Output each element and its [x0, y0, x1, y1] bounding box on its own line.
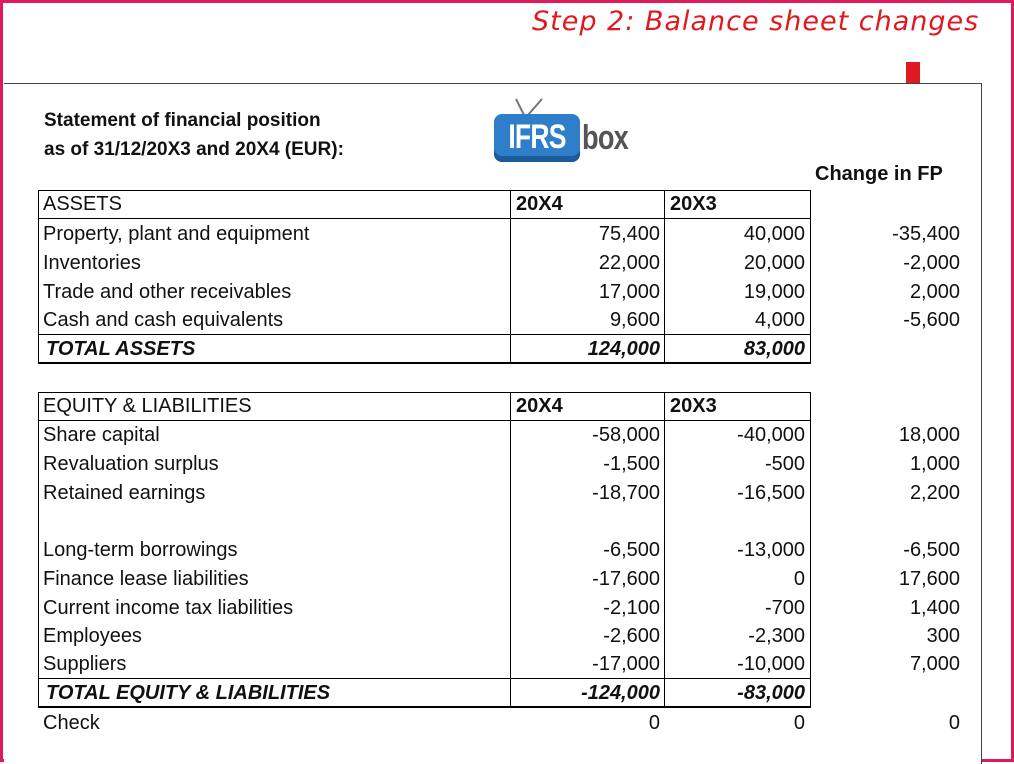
row-label: Retained earnings — [43, 482, 206, 504]
assets-col-20x4: 20X4 — [516, 193, 563, 215]
value-20x3: 40,000 — [743, 223, 805, 245]
value-change: -2,000 — [903, 252, 960, 274]
statement-title-line-1: Statement of financial position — [44, 110, 321, 131]
equity-col-20x3: 20X3 — [670, 395, 717, 417]
equity-col-20x4: 20X4 — [516, 395, 563, 417]
value-20x4: -18,700 — [592, 482, 660, 504]
value-20x4: -2,600 — [603, 625, 660, 647]
row-label: Share capital — [43, 424, 160, 446]
value-change: 18,000 — [898, 424, 960, 446]
value-change: 1,400 — [909, 597, 960, 619]
equity-header: EQUITY & LIABILITIES — [43, 395, 252, 417]
value-20x4: 22,000 — [598, 252, 660, 274]
value-change: 300 — [926, 625, 960, 647]
row-label: Suppliers — [43, 653, 127, 675]
value-20x4: -58,000 — [592, 424, 660, 446]
value-20x4: -17,600 — [592, 568, 660, 590]
logo-ifrs-text: IFRS — [508, 118, 566, 156]
value-change: 7,000 — [909, 653, 960, 675]
value-20x4: -6,500 — [603, 539, 660, 561]
value-20x4: -17,000 — [592, 653, 660, 675]
change-in-fp-header: Change in FP — [815, 163, 943, 185]
total-equity-20x4: -124,000 — [581, 682, 660, 704]
assets-col-20x3: 20X3 — [670, 193, 717, 215]
total-equity-20x3: -83,000 — [737, 682, 805, 704]
value-20x3: -10,000 — [737, 653, 805, 675]
value-20x3: -2,300 — [748, 625, 805, 647]
check-change: 0 — [948, 712, 960, 734]
row-label: Long-term borrowings — [43, 539, 238, 561]
value-change: -5,600 — [903, 309, 960, 331]
value-20x4: -2,100 — [603, 597, 660, 619]
value-change: 2,000 — [909, 281, 960, 303]
total-assets-label: TOTAL ASSETS — [46, 338, 196, 360]
value-20x3: -700 — [764, 597, 805, 619]
row-label: Cash and cash equivalents — [43, 309, 284, 331]
total-assets-20x4: 124,000 — [587, 338, 660, 360]
check-20x3: 0 — [793, 712, 805, 734]
value-20x3: -40,000 — [737, 424, 805, 446]
antenna-icon — [515, 98, 543, 116]
total-equity-label: TOTAL EQUITY & LIABILITIES — [46, 682, 331, 704]
value-20x4: 17,000 — [598, 281, 660, 303]
row-label: Trade and other receivables — [43, 281, 292, 303]
spreadsheet-area — [4, 83, 982, 764]
value-20x4: 9,600 — [609, 309, 660, 331]
value-20x3: 4,000 — [754, 309, 805, 331]
row-label: Revaluation surplus — [43, 453, 219, 475]
logo-blue-box — [494, 114, 580, 162]
row-label: Current income tax liabilities — [43, 597, 294, 619]
ifrsbox-logo: IFRS box — [494, 97, 634, 167]
value-20x3: -500 — [764, 453, 805, 475]
statement-title-line-2: as of 31/12/20X3 and 20X4 (EUR): — [44, 139, 344, 160]
total-assets-20x3: 83,000 — [743, 338, 805, 360]
statement-title: Statement of financial position as of 31… — [44, 106, 344, 164]
check-label: Check — [43, 712, 100, 734]
check-20x4: 0 — [648, 712, 660, 734]
row-label: Finance lease liabilities — [43, 568, 249, 590]
row-label: Property, plant and equipment — [43, 223, 310, 245]
value-change: 1,000 — [909, 453, 960, 475]
value-20x4: 75,400 — [598, 223, 660, 245]
value-change: -35,400 — [892, 223, 960, 245]
value-20x3: 20,000 — [743, 252, 805, 274]
value-20x4: -1,500 — [603, 453, 660, 475]
row-label: Inventories — [43, 252, 141, 274]
value-change: -6,500 — [903, 539, 960, 561]
value-change: 2,200 — [909, 482, 960, 504]
row-label: Employees — [43, 625, 142, 647]
assets-header: ASSETS — [43, 193, 122, 215]
logo-box-text: box — [582, 119, 629, 157]
value-20x3: 0 — [793, 568, 805, 590]
value-20x3: 19,000 — [743, 281, 805, 303]
value-change: 17,600 — [898, 568, 960, 590]
value-20x3: -16,500 — [737, 482, 805, 504]
step-title: Step 2: Balance sheet changes — [532, 6, 980, 37]
value-20x3: -13,000 — [737, 539, 805, 561]
